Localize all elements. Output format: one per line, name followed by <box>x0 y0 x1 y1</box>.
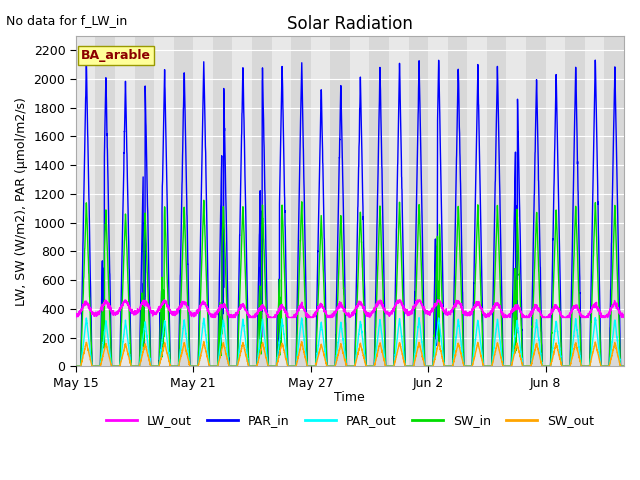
Y-axis label: LW, SW (W/m2), PAR (μmol/m2/s): LW, SW (W/m2), PAR (μmol/m2/s) <box>15 96 28 306</box>
X-axis label: Time: Time <box>335 391 365 404</box>
Bar <box>487 36 506 366</box>
Bar <box>585 36 604 366</box>
Bar <box>154 36 173 366</box>
Bar <box>310 36 330 366</box>
Bar <box>565 36 585 366</box>
Text: BA_arable: BA_arable <box>81 49 151 62</box>
Bar <box>173 36 193 366</box>
Bar <box>448 36 467 366</box>
Bar <box>428 36 448 366</box>
Bar <box>369 36 389 366</box>
Bar <box>389 36 408 366</box>
Title: Solar Radiation: Solar Radiation <box>287 15 413 33</box>
Bar <box>506 36 526 366</box>
Bar <box>232 36 252 366</box>
Bar <box>291 36 310 366</box>
Bar <box>193 36 213 366</box>
Bar <box>408 36 428 366</box>
Legend: LW_out, PAR_in, PAR_out, SW_in, SW_out: LW_out, PAR_in, PAR_out, SW_in, SW_out <box>100 409 599 432</box>
Bar <box>252 36 271 366</box>
Bar <box>330 36 350 366</box>
Bar <box>213 36 232 366</box>
Bar <box>134 36 154 366</box>
Bar <box>350 36 369 366</box>
Bar <box>115 36 134 366</box>
Bar <box>545 36 565 366</box>
Bar <box>76 36 95 366</box>
Bar <box>526 36 545 366</box>
Bar <box>467 36 487 366</box>
Text: No data for f_LW_in: No data for f_LW_in <box>6 14 127 27</box>
Bar <box>271 36 291 366</box>
Bar <box>95 36 115 366</box>
Bar <box>604 36 624 366</box>
